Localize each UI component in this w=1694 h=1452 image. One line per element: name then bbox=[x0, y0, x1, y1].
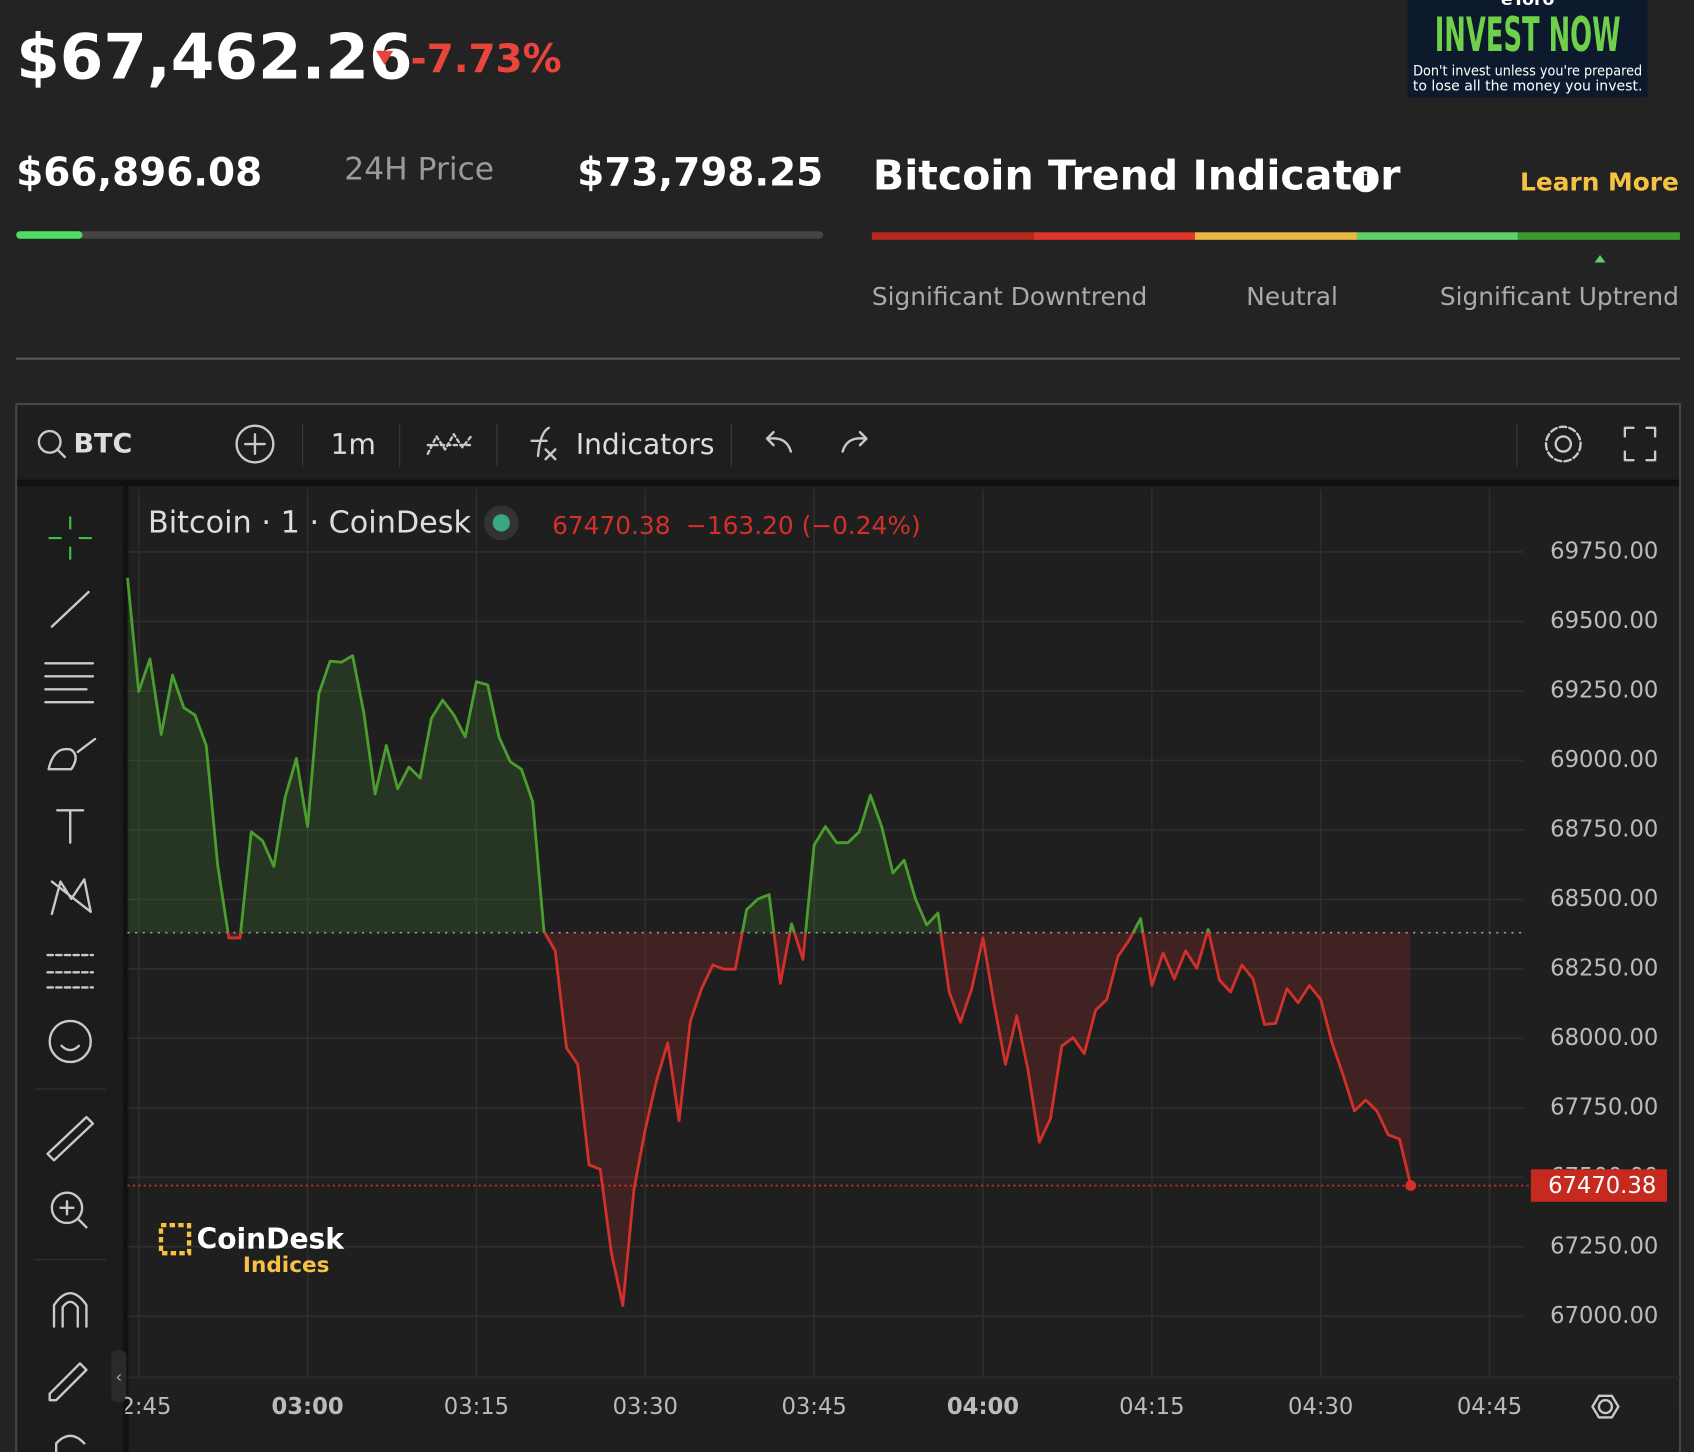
trend-segment bbox=[1194, 232, 1357, 240]
axis-settings[interactable] bbox=[1597, 1398, 1614, 1415]
axis-settings bbox=[1591, 1394, 1620, 1419]
range-track bbox=[16, 231, 824, 239]
x-tick-label: 02:45 bbox=[106, 1394, 171, 1420]
x-axis: 02:45 03:00 03:15 03:30 03:45 04:00 04:15 04:30… bbox=[106, 1394, 1522, 1420]
info-icon[interactable] bbox=[1352, 166, 1379, 193]
trend-label: Neutral bbox=[1246, 282, 1338, 311]
redo[interactable] bbox=[841, 430, 868, 453]
x-tick-label: 04:45 bbox=[1457, 1394, 1522, 1420]
ad-box[interactable] bbox=[1407, 0, 1648, 98]
last-price-box bbox=[1530, 1169, 1667, 1202]
price: $67,462.26 bbox=[16, 21, 412, 94]
range-fill bbox=[16, 231, 83, 239]
plot-background bbox=[128, 486, 1679, 1410]
legend-change: −163.20 (−0.24%) bbox=[686, 511, 921, 540]
lock-draw-tool[interactable] bbox=[48, 1362, 88, 1402]
y-tick-label: 68500.00 bbox=[1550, 886, 1658, 912]
trend-segment bbox=[1356, 232, 1518, 240]
y-tick-label: 68250.00 bbox=[1550, 955, 1658, 981]
trend-label: Significant Uptrend bbox=[1440, 282, 1679, 311]
pattern-tool[interactable] bbox=[50, 878, 92, 916]
undo[interactable] bbox=[765, 430, 793, 453]
range-high: $73,798.25 bbox=[577, 151, 823, 196]
down-arrow bbox=[375, 50, 394, 65]
watermark-sub: Indices bbox=[243, 1253, 330, 1278]
trend-title: Bitcoin Trend Indicator bbox=[873, 151, 1401, 199]
x-tick-label: 03:00 bbox=[272, 1394, 344, 1420]
price-change: -7.73% bbox=[411, 37, 562, 82]
y-tick-label: 69250.00 bbox=[1550, 677, 1658, 703]
projection-tool[interactable] bbox=[46, 953, 95, 989]
ad-brand: eToro bbox=[1501, 0, 1555, 10]
fib-tool[interactable] bbox=[44, 662, 95, 704]
chart-type-icon[interactable] bbox=[426, 433, 475, 455]
emoji-tool bbox=[60, 1044, 81, 1052]
ruler-tool[interactable] bbox=[46, 1115, 95, 1162]
watermark-name: CoinDesk bbox=[197, 1222, 346, 1255]
area bbox=[127, 577, 1411, 1306]
y-tick-label: 69500.00 bbox=[1550, 608, 1658, 634]
x-tick-label: 04:00 bbox=[947, 1394, 1019, 1420]
search-icon bbox=[56, 448, 67, 459]
interval[interactable]: 1m bbox=[331, 428, 376, 461]
trend-segment bbox=[1033, 232, 1195, 240]
range-low: $66,896.08 bbox=[16, 151, 262, 196]
lock-tool[interactable] bbox=[54, 1434, 86, 1452]
emoji-tool[interactable] bbox=[48, 1019, 92, 1064]
x-tick-label: 03:15 bbox=[444, 1394, 509, 1420]
zoom-tool[interactable] bbox=[50, 1191, 84, 1225]
plot-area: 67000.0067250.0067500.0067750.0068000.00… bbox=[106, 486, 1680, 1420]
ad-headline: INVEST NOW bbox=[1435, 8, 1621, 63]
price-line bbox=[126, 577, 1413, 1307]
indicators[interactable]: Indicators bbox=[576, 428, 715, 461]
line-tool[interactable] bbox=[50, 590, 90, 628]
text-tool[interactable] bbox=[56, 809, 85, 844]
trend-segment bbox=[1517, 232, 1680, 240]
info-glyph: i bbox=[1362, 169, 1368, 190]
last-price-label: 67470.38 bbox=[1548, 1173, 1656, 1199]
ad-disclaimer: to lose all the money you invest. bbox=[1413, 78, 1643, 94]
y-tick-label: 67000.00 bbox=[1550, 1303, 1658, 1329]
ad-disclaimer: Don't invest unless you're prepared bbox=[1413, 63, 1642, 79]
tool-column bbox=[18, 486, 124, 1452]
compare-icon bbox=[244, 433, 266, 455]
compare-icon[interactable] bbox=[235, 424, 275, 464]
x-tick-label: 03:30 bbox=[613, 1394, 678, 1420]
y-tick-label: 67750.00 bbox=[1550, 1094, 1658, 1120]
fx-icon[interactable] bbox=[530, 426, 557, 461]
search-icon[interactable] bbox=[37, 429, 62, 454]
fullscreen[interactable] bbox=[1623, 426, 1657, 462]
settings bbox=[1544, 425, 1582, 463]
x-tick-label: 04:15 bbox=[1119, 1394, 1184, 1420]
trend-label: Significant Downtrend bbox=[872, 282, 1147, 311]
collapse-tab[interactable] bbox=[111, 1350, 127, 1403]
brush-tool[interactable] bbox=[47, 737, 97, 771]
symbol[interactable]: BTC bbox=[73, 429, 132, 460]
range-title: 24H Price bbox=[344, 152, 494, 188]
x-tick-label: 04:30 bbox=[1288, 1394, 1353, 1420]
settings[interactable] bbox=[1554, 435, 1573, 453]
trend-marker bbox=[1594, 254, 1606, 263]
tool-gap bbox=[123, 486, 129, 1452]
y-tick-label: 68750.00 bbox=[1550, 816, 1658, 842]
x-tick-label: 03:45 bbox=[781, 1394, 846, 1420]
y-tick-label: 69000.00 bbox=[1550, 747, 1658, 773]
learn-more[interactable]: Learn More bbox=[1520, 168, 1679, 197]
collapse-glyph: ‹ bbox=[115, 1367, 122, 1387]
ad[interactable]: eToro INVEST NOW Don't invest unless you… bbox=[1407, 0, 1648, 98]
y-tick-label: 68000.00 bbox=[1550, 1025, 1658, 1051]
status-dot bbox=[492, 514, 510, 532]
crosshair-tool[interactable] bbox=[48, 516, 92, 560]
y-tick-label: 69750.00 bbox=[1550, 538, 1658, 564]
zoom-tool bbox=[59, 1200, 88, 1229]
chart-title: Bitcoin · 1 · CoinDesk bbox=[148, 505, 472, 540]
last-point bbox=[1405, 1180, 1417, 1191]
y-tick-label: 67250.00 bbox=[1550, 1233, 1658, 1259]
watermark-logo bbox=[158, 1222, 192, 1256]
trend-segment bbox=[871, 232, 1034, 240]
legend-last: 67470.38 bbox=[552, 511, 670, 540]
magnet-tool[interactable] bbox=[52, 1292, 88, 1328]
